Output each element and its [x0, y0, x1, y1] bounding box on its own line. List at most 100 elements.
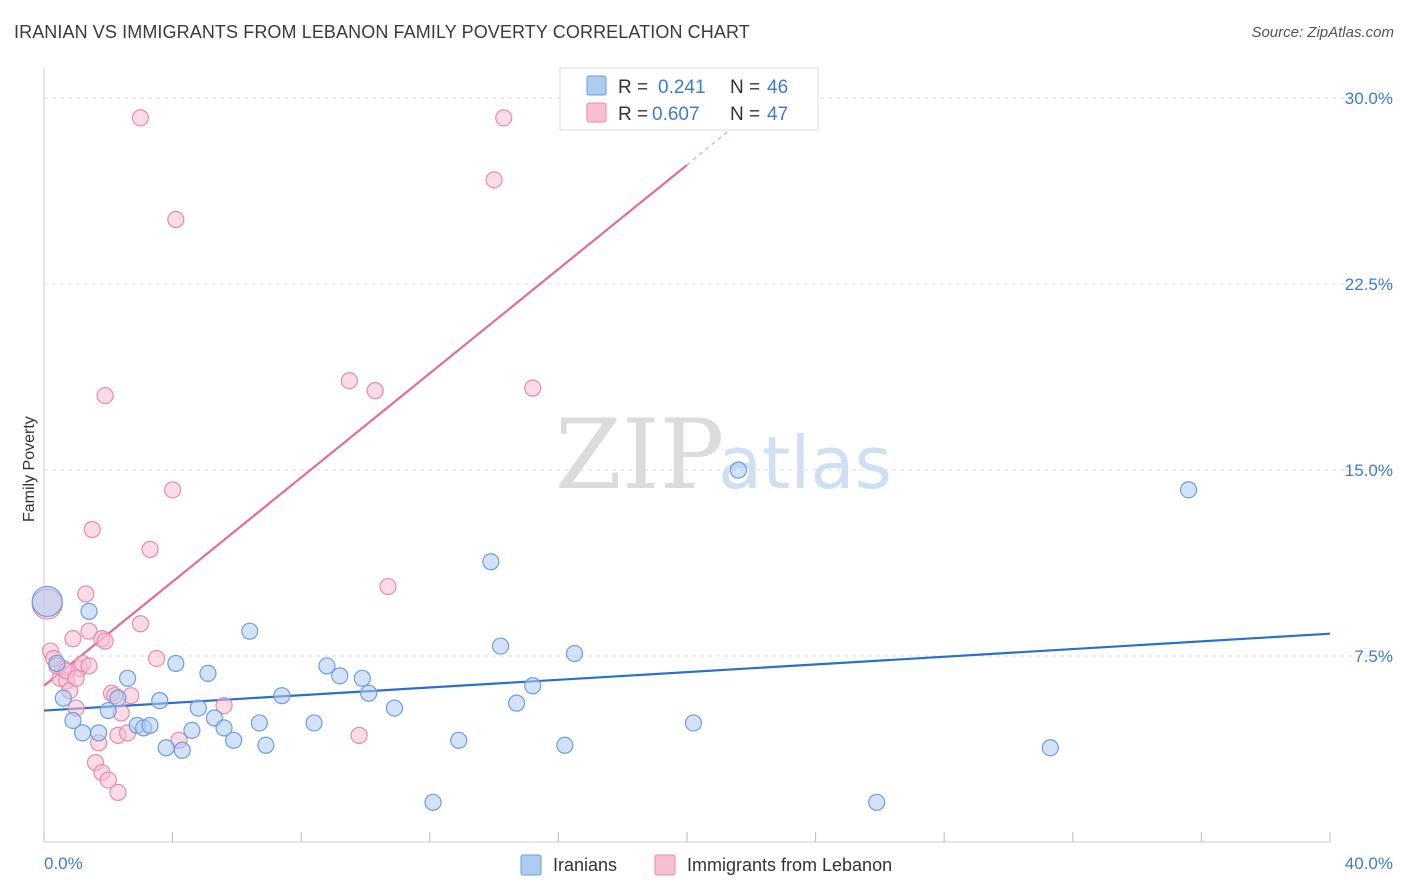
iranians-point-17	[183, 721, 201, 740]
trend-line-iranians	[43, 632, 1331, 712]
legend-r-label-1: R =	[618, 77, 648, 98]
lebanon-point-19	[96, 632, 114, 650]
watermark-atlas: atlas	[718, 421, 892, 505]
legend-r-value-1: 0.241	[658, 77, 706, 98]
iranians-point-9	[118, 669, 137, 687]
iranians-point-12	[141, 716, 159, 735]
iranians-point-28	[318, 657, 336, 675]
chart-title: IRANIAN VS IMMIGRANTS FROM LEBANON FAMIL…	[14, 22, 750, 42]
lebanon-point-14	[83, 520, 101, 539]
iranians-point-18	[189, 699, 207, 717]
x-axis-ticks	[43, 832, 1331, 842]
legend-n-label-2: N =	[730, 104, 760, 125]
iranians-point-27	[305, 714, 323, 732]
lebanon-point-40	[485, 171, 503, 189]
iranians-point-24	[250, 714, 269, 732]
legend-n-label-1: N =	[730, 77, 760, 98]
iranians-point-3	[64, 711, 82, 730]
iranians-point-6	[90, 724, 108, 742]
source-label: Source: ZipAtlas.com	[1251, 24, 1394, 41]
lebanon-point-20	[96, 387, 114, 405]
iranians-point-43	[868, 793, 886, 811]
iranians-point-45	[1179, 481, 1198, 499]
iranians-point-42	[729, 461, 748, 479]
lebanon-point-42	[524, 379, 542, 397]
iranians-point-15	[167, 654, 185, 673]
trend-line-lebanon	[43, 164, 688, 687]
lebanon-point-39	[379, 577, 397, 596]
series-iranians-points	[31, 461, 1198, 811]
iranians-point-22	[225, 731, 243, 749]
iranians-point-41	[684, 714, 703, 732]
iranians-point-21	[215, 719, 233, 737]
legend-n-value-2: 47	[767, 104, 788, 125]
legend-box: R = 0.241 N = 46 R = 0.607 N = 47	[559, 67, 819, 131]
bottom-legend-swatch-lebanon	[654, 854, 676, 876]
iranians-point-44	[1041, 739, 1059, 757]
legend-swatch-iranians	[586, 75, 607, 96]
legend-swatch-lebanon	[586, 102, 607, 123]
bottom-legend-lebanon: Immigrants from Lebanon	[687, 855, 892, 875]
iranians-point-4	[73, 724, 92, 742]
y-tick-label-1: 15.0%	[1345, 461, 1393, 480]
x-tick-label-min: 0.0%	[44, 854, 83, 873]
x-tick-label-max: 40.0%	[1345, 854, 1393, 873]
trend-line-lebanon-extension	[686, 124, 736, 166]
lebanon-point-33	[167, 210, 185, 229]
iranians-point-1	[48, 654, 66, 673]
lebanon-point-45	[67, 669, 85, 687]
iranians-point-23	[241, 622, 259, 640]
iranians-point-0	[31, 585, 63, 618]
iranians-point-35	[482, 553, 500, 571]
iranians-point-29	[331, 667, 349, 685]
bottom-legend: Iranians Immigrants from Lebanon	[520, 854, 892, 876]
lebanon-point-37	[350, 726, 368, 744]
iranians-point-37	[508, 694, 526, 712]
legend-r-label-2: R =	[618, 104, 648, 125]
grid-lines	[44, 97, 1395, 657]
iranians-point-2	[54, 689, 72, 707]
bottom-legend-swatch-iranians	[520, 854, 542, 876]
iranians-point-38	[524, 677, 542, 695]
iranians-point-36	[491, 637, 510, 655]
lebanon-point-31	[147, 649, 166, 668]
lebanon-point-41	[495, 109, 513, 127]
iranians-point-40	[565, 644, 584, 663]
lebanon-point-30	[141, 540, 159, 558]
y-tick-label-2: 22.5%	[1345, 275, 1393, 294]
iranians-point-5	[80, 602, 98, 620]
trend-lines	[43, 124, 1331, 712]
iranians-point-34	[450, 731, 468, 749]
iranians-point-19	[199, 664, 217, 682]
iranians-point-30	[353, 669, 371, 687]
lebanon-point-35	[215, 696, 233, 715]
lebanon-point-32	[164, 481, 182, 499]
lebanon-point-24	[109, 783, 127, 802]
iranians-point-8	[109, 689, 127, 707]
lebanon-point-21	[99, 771, 117, 789]
lebanon-point-13	[80, 657, 98, 675]
iranians-point-16	[173, 741, 191, 759]
y-axis-tick-labels: 7.5% 15.0% 22.5% 30.0%	[1345, 89, 1393, 666]
lebanon-point-7	[64, 630, 82, 648]
lebanon-point-36	[340, 372, 359, 390]
watermark-zip: ZIP	[555, 399, 724, 511]
legend-n-value-1: 46	[767, 77, 788, 98]
iranians-point-7	[99, 701, 117, 720]
lebanon-point-11	[77, 585, 95, 603]
iranians-point-39	[556, 736, 574, 754]
iranians-point-25	[257, 736, 275, 754]
legend-r-value-2: 0.607	[652, 104, 700, 125]
y-tick-label-0: 7.5%	[1354, 647, 1393, 666]
lebanon-point-12	[80, 622, 98, 640]
iranians-point-33	[424, 793, 442, 811]
iranians-point-13	[151, 692, 169, 710]
bottom-legend-iranians: Iranians	[553, 855, 617, 875]
iranians-point-26	[273, 687, 291, 705]
lebanon-point-29	[131, 615, 150, 633]
iranians-point-31	[360, 684, 378, 702]
y-tick-label-3: 30.0%	[1345, 89, 1393, 108]
iranians-point-32	[385, 699, 404, 717]
lebanon-point-38	[366, 382, 384, 400]
